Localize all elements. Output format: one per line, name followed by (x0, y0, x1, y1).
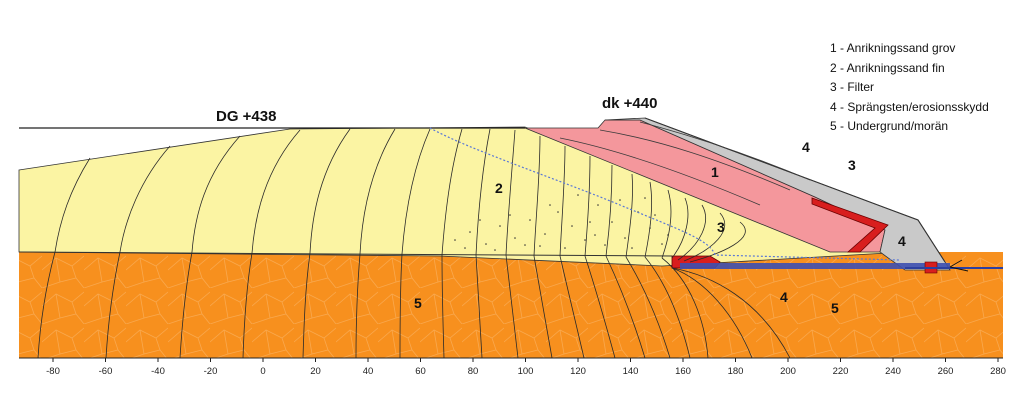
legend: 1 - Anrikningssand grov 2 - Anrikningssa… (830, 39, 989, 137)
x-axis: -80 -60 -40 -20 0 20 40 60 80 100 120 140 160 180 200 2… (46, 358, 1006, 377)
legend-item: 4 - Sprängsten/erosionsskydd (830, 99, 989, 114)
axis-tick-label: 100 (518, 366, 534, 377)
axis-tick-label: 240 (885, 366, 901, 377)
stipple-transition (454, 194, 669, 251)
axis-tick-label: -80 (46, 366, 60, 377)
axis-tick-label: 180 (728, 366, 744, 377)
dg-elevation-label: DG +438 (216, 108, 277, 125)
zone-label-3-filter: 3 (848, 157, 856, 173)
axis-tick-label: 60 (415, 366, 426, 377)
filter-zone-3-inclined (811, 197, 889, 253)
axis-tick-label: 220 (833, 366, 849, 377)
legend-item: 2 - Anrikningssand fin (830, 60, 945, 75)
zone-label-4-toe: 4 (898, 233, 906, 249)
zone-label-5-right: 5 (831, 300, 839, 316)
zone-label-5-left: 5 (414, 295, 422, 311)
axis-tick-label: 160 (675, 366, 691, 377)
zone-label-2: 2 (495, 180, 503, 196)
axis-tick-label: 120 (570, 366, 586, 377)
axis-tick-label: 280 (990, 366, 1006, 377)
phreatic-line (429, 127, 901, 261)
legend-item: 5 - Undergrund/morän (830, 119, 949, 133)
legend-item: 1 - Anrikningssand grov (830, 41, 956, 55)
zone-label-4-base: 4 (780, 289, 788, 305)
flow-lines-zone-1 (559, 121, 811, 206)
axis-tick-label: -60 (99, 366, 113, 377)
foundation-zone-5 (19, 252, 1003, 358)
axis-tick-label: -40 (151, 366, 165, 377)
drainage-blanket-zone-4 (680, 263, 950, 269)
zone-label-4-slope: 4 (802, 139, 810, 155)
axis-tick-label: 0 (260, 366, 265, 377)
axis-tick-label: 80 (468, 366, 479, 377)
axis-tick-label: 40 (363, 366, 374, 377)
zone-label-3-toe: 3 (717, 219, 725, 235)
axis-tick-label: 200 (780, 366, 796, 377)
equipotential-lines (54, 128, 746, 263)
axis-tick-label: 20 (310, 366, 321, 377)
zone-label-1: 1 (711, 164, 719, 180)
outflow-arrows (949, 259, 969, 272)
axis-tick-label: -20 (204, 366, 218, 377)
foundation-equipotential-lines (37, 251, 791, 359)
axis-tick-label: 260 (938, 366, 954, 377)
axis-tick-label: 140 (623, 366, 639, 377)
dk-elevation-label: dk +440 (602, 95, 658, 112)
ground-surface-line (18, 251, 673, 257)
legend-item: 3 - Filter (830, 80, 875, 94)
rockfill-surface-line (644, 117, 946, 263)
